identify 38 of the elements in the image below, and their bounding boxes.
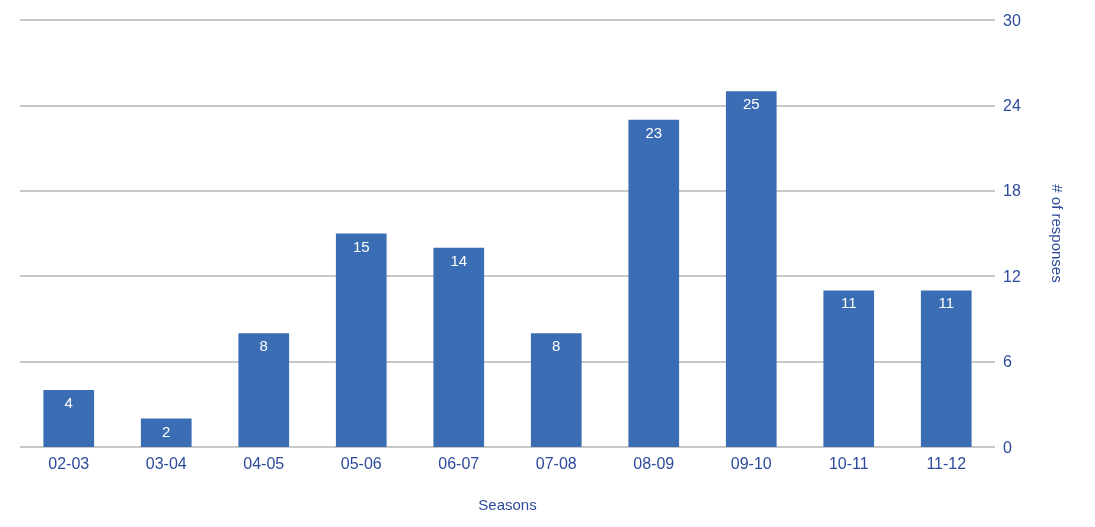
bar — [433, 247, 485, 447]
x-tick-label: 07-08 — [535, 454, 577, 472]
data-label: 11 — [938, 294, 955, 312]
y-tick-label: 6 — [1003, 353, 1012, 371]
x-tick-label: 09-10 — [730, 454, 772, 472]
data-label: 8 — [552, 337, 561, 355]
x-tick-label: 02-03 — [48, 454, 90, 472]
x-tick-label: 08-09 — [633, 454, 675, 472]
data-label: 23 — [645, 123, 663, 141]
y-tick-label: 24 — [1003, 96, 1021, 114]
bar — [530, 333, 582, 447]
y-tick-label: 12 — [1003, 267, 1021, 285]
bar — [335, 233, 387, 447]
bar — [628, 119, 680, 447]
y-tick-label: 18 — [1003, 182, 1021, 200]
data-label: 4 — [64, 394, 73, 412]
x-tick-label: 03-04 — [145, 454, 187, 472]
data-label: 14 — [450, 251, 468, 269]
bar — [920, 290, 972, 447]
data-label: 2 — [162, 422, 171, 440]
bar — [823, 290, 875, 447]
data-label: 15 — [352, 237, 370, 255]
data-label: 25 — [742, 95, 760, 113]
x-tick-label: 04-05 — [243, 454, 285, 472]
data-label: 8 — [259, 337, 268, 355]
bar — [725, 91, 777, 447]
y-axis-title: # of responses — [1049, 184, 1066, 283]
x-tick-label: 06-07 — [438, 454, 480, 472]
bar — [43, 390, 95, 447]
x-tick-label: 05-06 — [340, 454, 382, 472]
x-tick-label: 10-11 — [828, 454, 869, 472]
bar — [140, 418, 192, 447]
x-axis-title: Seasons — [478, 496, 537, 513]
y-tick-label: 30 — [1003, 11, 1021, 29]
x-tick-label: 11-12 — [926, 454, 967, 472]
y-tick-label: 0 — [1003, 438, 1012, 456]
bar — [238, 333, 290, 447]
data-label: 11 — [840, 294, 857, 312]
